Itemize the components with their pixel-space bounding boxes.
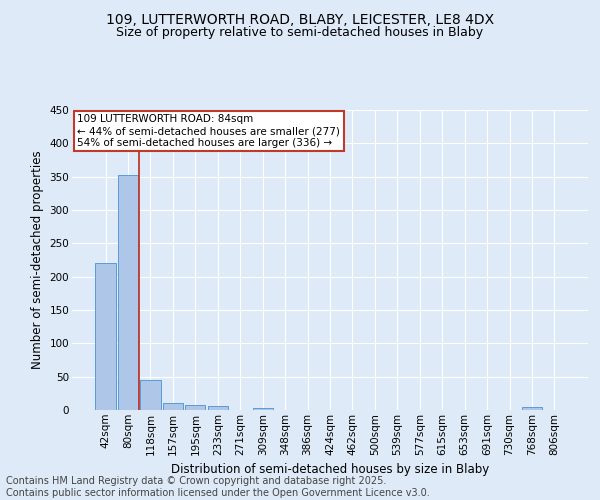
Text: Size of property relative to semi-detached houses in Blaby: Size of property relative to semi-detach… bbox=[116, 26, 484, 39]
Bar bbox=[118, 176, 138, 410]
Text: 109, LUTTERWORTH ROAD, BLABY, LEICESTER, LE8 4DX: 109, LUTTERWORTH ROAD, BLABY, LEICESTER,… bbox=[106, 12, 494, 26]
Bar bbox=[95, 264, 116, 410]
Bar bbox=[208, 406, 228, 410]
Bar bbox=[522, 408, 542, 410]
Bar bbox=[163, 404, 183, 410]
X-axis label: Distribution of semi-detached houses by size in Blaby: Distribution of semi-detached houses by … bbox=[171, 463, 489, 476]
Bar bbox=[185, 404, 205, 410]
Bar bbox=[140, 380, 161, 410]
Text: Contains HM Land Registry data © Crown copyright and database right 2025.
Contai: Contains HM Land Registry data © Crown c… bbox=[6, 476, 430, 498]
Bar bbox=[253, 408, 273, 410]
Y-axis label: Number of semi-detached properties: Number of semi-detached properties bbox=[31, 150, 44, 370]
Text: 109 LUTTERWORTH ROAD: 84sqm
← 44% of semi-detached houses are smaller (277)
54% : 109 LUTTERWORTH ROAD: 84sqm ← 44% of sem… bbox=[77, 114, 340, 148]
